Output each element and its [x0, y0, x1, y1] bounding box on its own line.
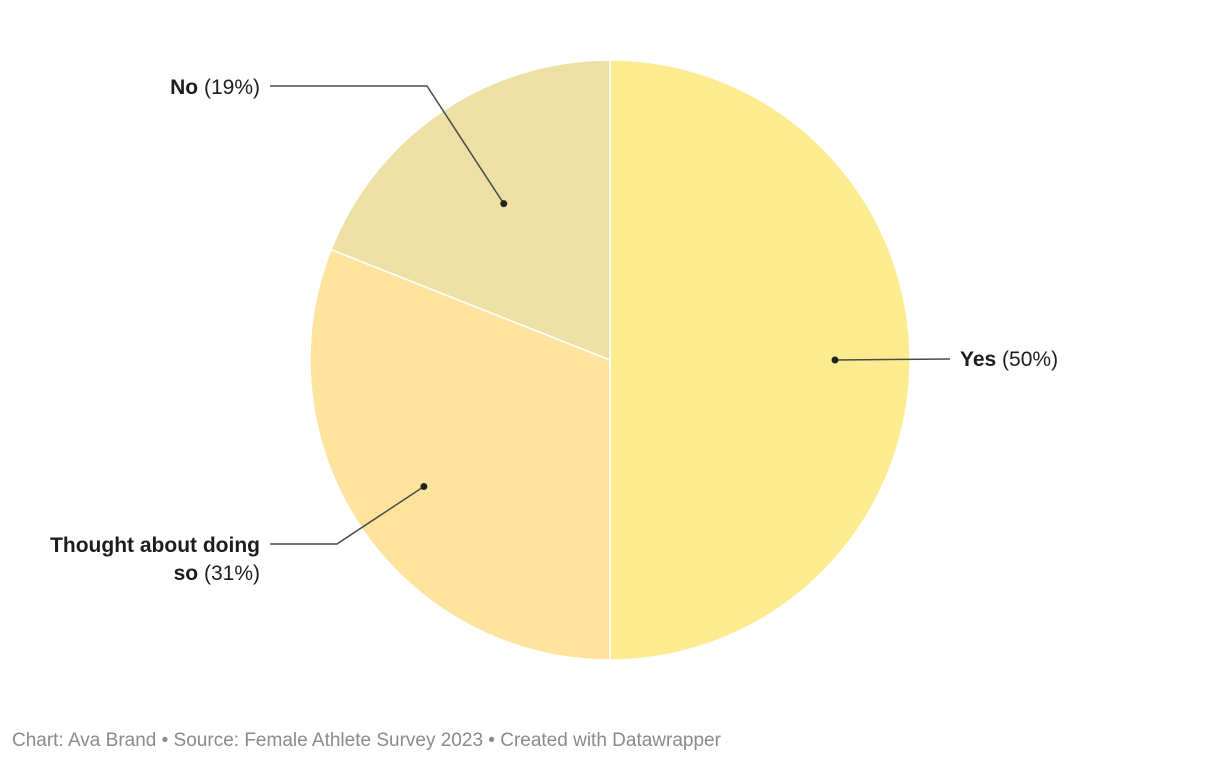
- leader-lines: [270, 85, 951, 545]
- slice-labels: Yes (50%) Thought about doing so (31%) No (…: [50, 76, 1058, 585]
- pie-slices: [309, 59, 911, 661]
- leader-line-thought-about-doing-so: [270, 485, 425, 545]
- pie-slice-thought-about-doing-so: [309, 248, 611, 661]
- leader-dot-yes: [831, 356, 839, 364]
- pie-slice-no: [330, 59, 611, 362]
- chart-footer: Chart: Ava Brand • Source: Female Athlet…: [12, 730, 721, 751]
- slice-label-thought-about-doing-so-line-1: Thought about doing: [50, 534, 260, 557]
- leader-dot-thought-about-doing-so: [420, 482, 428, 490]
- pie-chart: Yes (50%) Thought about doing so (31%) No (…: [50, 59, 1058, 661]
- leader-dot-no: [500, 200, 508, 208]
- slice-label-yes: Yes (50%): [960, 348, 1058, 371]
- leader-line-no: [270, 85, 505, 205]
- leader-line-yes: [834, 358, 951, 361]
- slice-label-thought-about-doing-so-line-2: so (31%): [174, 562, 260, 585]
- slice-label-no: No (19%): [170, 76, 260, 99]
